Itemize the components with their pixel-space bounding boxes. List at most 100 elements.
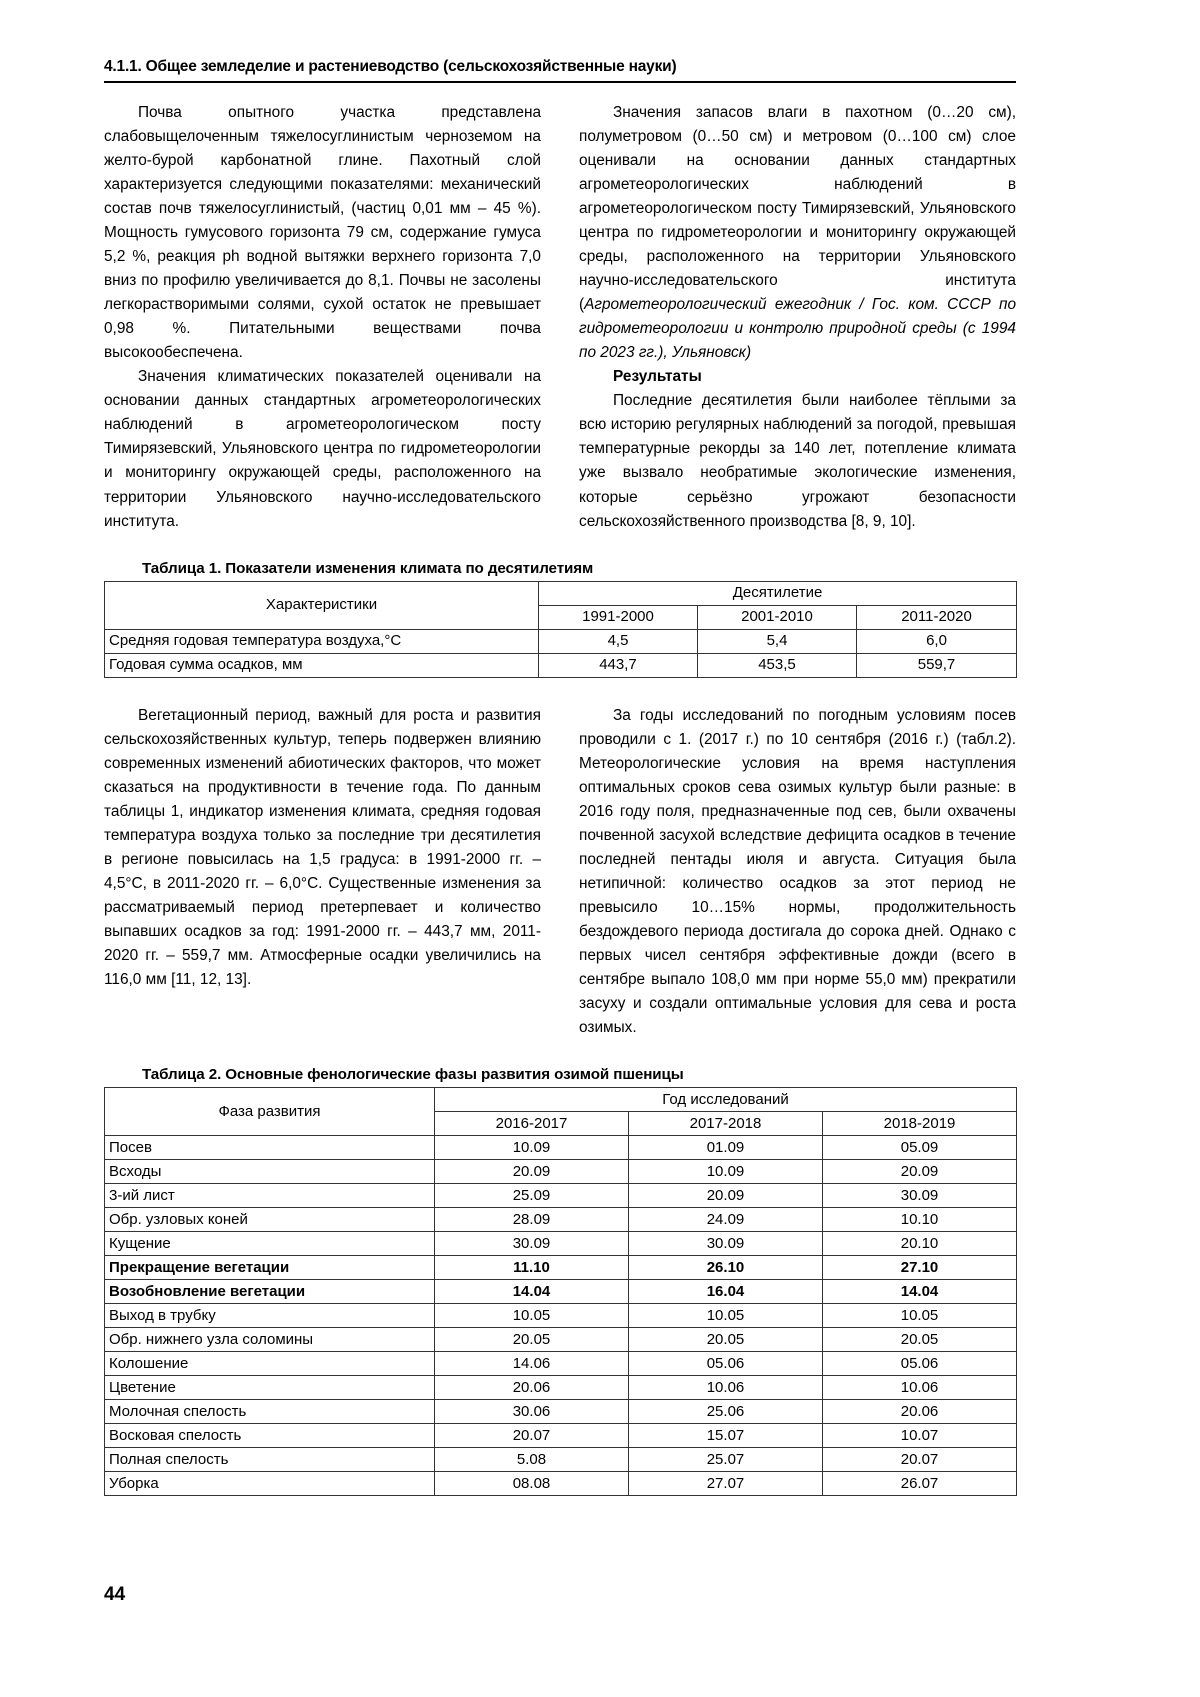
table2-row3-value0: 28.09 [435, 1208, 629, 1232]
table2-row8-value0: 20.05 [435, 1328, 629, 1352]
table2-row2-value1: 20.09 [629, 1184, 823, 1208]
table1-body: Средняя годовая температура воздуха,°С 4… [105, 629, 1017, 677]
table2-row3-value1: 24.09 [629, 1208, 823, 1232]
document-page: 4.1.1. Общее земледелие и растениеводств… [0, 0, 1200, 1697]
table2-row11-value1: 25.06 [629, 1400, 823, 1424]
table-row: Полная спелость5.0825.0720.07 [105, 1448, 1017, 1472]
table2-row10-label: Цветение [105, 1376, 435, 1400]
table-row: Уборка08.0827.0726.07 [105, 1472, 1017, 1496]
table2-row9-value0: 14.06 [435, 1352, 629, 1376]
table2-row9-value2: 05.06 [823, 1352, 1017, 1376]
table1-period-header-2: 2011-2020 [857, 605, 1017, 629]
table-row: Средняя годовая температура воздуха,°С 4… [105, 629, 1017, 653]
column-left: Почва опытного участка представлена слаб… [104, 101, 541, 534]
column-left-2: Вегетационный период, важный для роста и… [104, 704, 541, 992]
paragraph-vegetation-period: Вегетационный период, важный для роста и… [104, 704, 541, 992]
table2-body: Посев10.0901.0905.09Всходы20.0910.0920.0… [105, 1136, 1017, 1496]
table-row: Колошение14.0605.0605.06 [105, 1352, 1017, 1376]
paragraph-moisture: Значения запасов влаги в пахотном (0…20 … [579, 101, 1016, 365]
table2-row0-value0: 10.09 [435, 1136, 629, 1160]
paragraph-moisture-citation: Агрометеорологический ежегодник / Гос. к… [579, 296, 1016, 361]
table2-row1-value2: 20.09 [823, 1160, 1017, 1184]
spacer [104, 534, 1016, 560]
text-block-middle: Вегетационный период, важный для роста и… [104, 704, 1016, 1040]
table1-head: Характеристики Десятилетие 1991-2000 200… [105, 581, 1017, 629]
table1-row0-value2: 6,0 [857, 629, 1017, 653]
table2-row13-value0: 5.08 [435, 1448, 629, 1472]
table2-row12-label: Восковая спелость [105, 1424, 435, 1448]
table1-caption: Таблица 1. Показатели изменения климата … [142, 560, 1016, 577]
table1-row1-value2: 559,7 [857, 653, 1017, 677]
table-row: Молочная спелость30.0625.0620.06 [105, 1400, 1017, 1424]
table2-row1-value1: 10.09 [629, 1160, 823, 1184]
table1-period-header-0: 1991-2000 [539, 605, 698, 629]
table2-row6-value0: 14.04 [435, 1280, 629, 1304]
column-right-2: За годы исследований по погодным условия… [579, 704, 1016, 1040]
page-number: 44 [104, 1584, 125, 1606]
table2-row14-value0: 08.08 [435, 1472, 629, 1496]
table2-row9-label: Колошение [105, 1352, 435, 1376]
paragraph-climate-data: Значения климатических показателей оцени… [104, 365, 541, 533]
table2-row9-value1: 05.06 [629, 1352, 823, 1376]
table-row: Посев10.0901.0905.09 [105, 1136, 1017, 1160]
table1-row1-value0: 443,7 [539, 653, 698, 677]
paragraph-moisture-plain: Значения запасов влаги в пахотном (0…20 … [579, 104, 1016, 313]
table-row: Обр. нижнего узла соломины20.0520.0520.0… [105, 1328, 1017, 1352]
table-row: Восковая спелость20.0715.0710.07 [105, 1424, 1017, 1448]
table2-row4-value1: 30.09 [629, 1232, 823, 1256]
table2-row5-value2: 27.10 [823, 1256, 1017, 1280]
table1-period-header-1: 2001-2010 [698, 605, 857, 629]
table2-row0-value2: 05.09 [823, 1136, 1017, 1160]
table2-header-row-1: Фаза развития Год исследований [105, 1088, 1017, 1112]
table1-row0-label: Средняя годовая температура воздуха,°С [105, 629, 539, 653]
table2-period-header-0: 2016-2017 [435, 1112, 629, 1136]
table2-period-header-2: 2018-2019 [823, 1112, 1017, 1136]
table-phenological-phases: Фаза развития Год исследований 2016-2017… [104, 1087, 1017, 1496]
table-row: Всходы20.0910.0920.09 [105, 1160, 1017, 1184]
table-climate-indicators: Характеристики Десятилетие 1991-2000 200… [104, 581, 1017, 678]
table1-row1-value1: 453,5 [698, 653, 857, 677]
table2-row12-value1: 15.07 [629, 1424, 823, 1448]
subheading-results: Результаты [579, 365, 1016, 389]
table2-row7-label: Выход в трубку [105, 1304, 435, 1328]
table2-row6-value1: 16.04 [629, 1280, 823, 1304]
paragraph-warming: Последние десятилетия были наиболее тёпл… [579, 389, 1016, 533]
table2-row10-value0: 20.06 [435, 1376, 629, 1400]
running-head-rule [104, 81, 1016, 83]
table2-row14-label: Уборка [105, 1472, 435, 1496]
page-content: 4.1.1. Общее земледелие и растениеводств… [104, 58, 1016, 1496]
table2-row5-value1: 26.10 [629, 1256, 823, 1280]
table1-col0-header: Характеристики [105, 581, 539, 629]
table-row: Прекращение вегетации11.1026.1027.10 [105, 1256, 1017, 1280]
table2-row10-value1: 10.06 [629, 1376, 823, 1400]
table2-row4-value2: 20.10 [823, 1232, 1017, 1256]
table-row: Обр. узловых коней28.0924.0910.10 [105, 1208, 1017, 1232]
table2-row11-label: Молочная спелость [105, 1400, 435, 1424]
table2-group-header: Год исследований [435, 1088, 1017, 1112]
table2-row7-value2: 10.05 [823, 1304, 1017, 1328]
table2-row8-value2: 20.05 [823, 1328, 1017, 1352]
table-row: Кущение30.0930.0920.10 [105, 1232, 1017, 1256]
table-row: 3-ий лист25.0920.0930.09 [105, 1184, 1017, 1208]
table2-period-header-1: 2017-2018 [629, 1112, 823, 1136]
table2-row5-label: Прекращение вегетации [105, 1256, 435, 1280]
table2-row12-value2: 10.07 [823, 1424, 1017, 1448]
table2-row0-label: Посев [105, 1136, 435, 1160]
table2-row4-value0: 30.09 [435, 1232, 629, 1256]
table2-row6-label: Возобновление вегетации [105, 1280, 435, 1304]
table2-row2-label: 3-ий лист [105, 1184, 435, 1208]
text-block-top: Почва опытного участка представлена слаб… [104, 101, 1016, 534]
table1-group-header: Десятилетие [539, 581, 1017, 605]
table2-row1-value0: 20.09 [435, 1160, 629, 1184]
table2-row1-label: Всходы [105, 1160, 435, 1184]
table2-row8-label: Обр. нижнего узла соломины [105, 1328, 435, 1352]
table2-row3-label: Обр. узловых коней [105, 1208, 435, 1232]
table1-header-row-1: Характеристики Десятилетие [105, 581, 1017, 605]
table2-row13-value1: 25.07 [629, 1448, 823, 1472]
table2-row0-value1: 01.09 [629, 1136, 823, 1160]
column-right: Значения запасов влаги в пахотном (0…20 … [579, 101, 1016, 534]
table2-row11-value2: 20.06 [823, 1400, 1017, 1424]
table-row: Возобновление вегетации14.0416.0414.04 [105, 1280, 1017, 1304]
table2-row2-value0: 25.09 [435, 1184, 629, 1208]
paragraph-soil: Почва опытного участка представлена слаб… [104, 101, 541, 365]
